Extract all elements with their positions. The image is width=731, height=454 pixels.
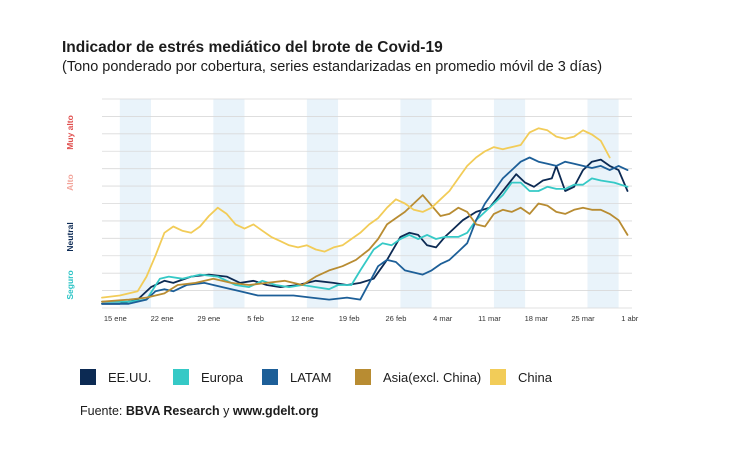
legend-label-asia: Asia(excl. China) <box>383 369 482 385</box>
legend-label-europa: Europa <box>201 369 243 385</box>
x-tick-label: 22 ene <box>151 314 174 323</box>
x-tick-label: 29 ene <box>197 314 220 323</box>
chart-title: Indicador de estrés mediático del brote … <box>62 39 443 56</box>
source-site: www.gdelt.org <box>232 404 319 418</box>
legend-label-china: China <box>518 369 552 385</box>
x-tick-label: 11 mar <box>478 314 501 323</box>
x-tick-label: 15 ene <box>104 314 127 323</box>
series-line-4 <box>101 127 611 299</box>
legend-swatch-eeuu <box>80 369 96 385</box>
legend-label-eeuu: EE.UU. <box>108 369 152 385</box>
series-line-2 <box>101 156 629 305</box>
legend-swatch-china <box>490 369 506 385</box>
y-category-label: Alto <box>65 174 75 191</box>
y-category-label: Neutral <box>65 222 75 251</box>
x-tick-label: 18 mar <box>525 314 549 323</box>
x-tick-label: 19 feb <box>339 314 360 323</box>
y-category-label: Muy alto <box>65 115 75 149</box>
source-prefix: Fuente: <box>80 404 126 418</box>
y-category-label: Seguro <box>65 270 75 299</box>
chart-subtitle: (Tono ponderado por cobertura, series es… <box>62 59 603 75</box>
legend-swatch-asia <box>355 369 371 385</box>
series-line-0 <box>101 158 629 305</box>
legend-swatch-latam <box>262 369 278 385</box>
legend-swatch-europa <box>173 369 189 385</box>
series-line-3 <box>101 194 629 303</box>
legend-item-eeuu: EE.UU. <box>80 368 151 386</box>
x-tick-label: 25 mar <box>571 314 595 323</box>
legend-item-europa: Europa <box>173 368 243 386</box>
x-tick-label: 12 ene <box>291 314 314 323</box>
legend-label-latam: LATAM <box>290 369 332 385</box>
x-tick-label: 5 feb <box>247 314 264 323</box>
legend-item-latam: LATAM <box>262 368 331 386</box>
source-note: Fuente: BBVA Research y www.gdelt.org <box>80 404 319 418</box>
legend-item-asia: Asia(excl. China) <box>355 368 481 386</box>
source-org: BBVA Research <box>125 404 220 418</box>
legend-item-china: China <box>490 368 552 386</box>
x-tick-label: 4 mar <box>433 314 453 323</box>
source-connector: y <box>219 404 233 418</box>
x-tick-label: 26 feb <box>386 314 407 323</box>
x-tick-label: 1 abr <box>621 314 639 323</box>
series-line-1 <box>101 177 629 303</box>
